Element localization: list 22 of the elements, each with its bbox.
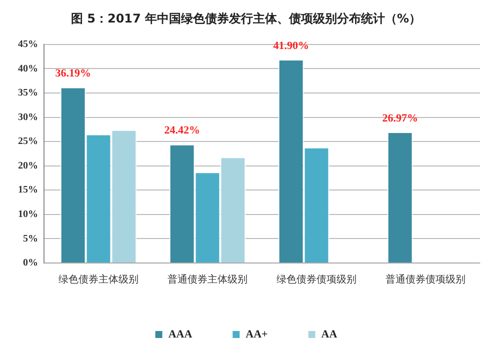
y-tick-label: 35% (18, 88, 38, 99)
legend-label: AA+ (246, 328, 268, 340)
x-tick-label: 绿色债券债项级别 (276, 274, 356, 286)
x-tick-label: 普通债券主体级别 (168, 274, 248, 286)
x-tick-label: 绿色债券主体级别 (58, 274, 138, 286)
y-tick-label: 30% (18, 112, 38, 123)
data-label: 36.19% (55, 68, 91, 80)
legend-label: AA (321, 328, 338, 340)
data-label: 24.42% (164, 124, 200, 137)
data-label: 41.90% (273, 40, 309, 52)
y-tick-label: 15% (18, 184, 38, 196)
y-tick-label: 25% (18, 136, 38, 148)
y-tick-label: 0% (23, 258, 38, 269)
y-tick-label: 20% (18, 160, 38, 172)
y-tick-label: 10% (18, 209, 38, 220)
chart-title: 图 5：2017 年中国绿色债券发行主体、债项级别分布统计（%） (70, 11, 422, 26)
data-label: 26.97% (382, 112, 418, 124)
y-tick-label: 45% (18, 38, 38, 50)
legend-label: AAA (168, 328, 192, 340)
y-tick-label: 40% (18, 63, 38, 74)
x-tick-label: 普通债券债项级别 (386, 274, 466, 286)
y-tick-label: 5% (23, 233, 38, 244)
